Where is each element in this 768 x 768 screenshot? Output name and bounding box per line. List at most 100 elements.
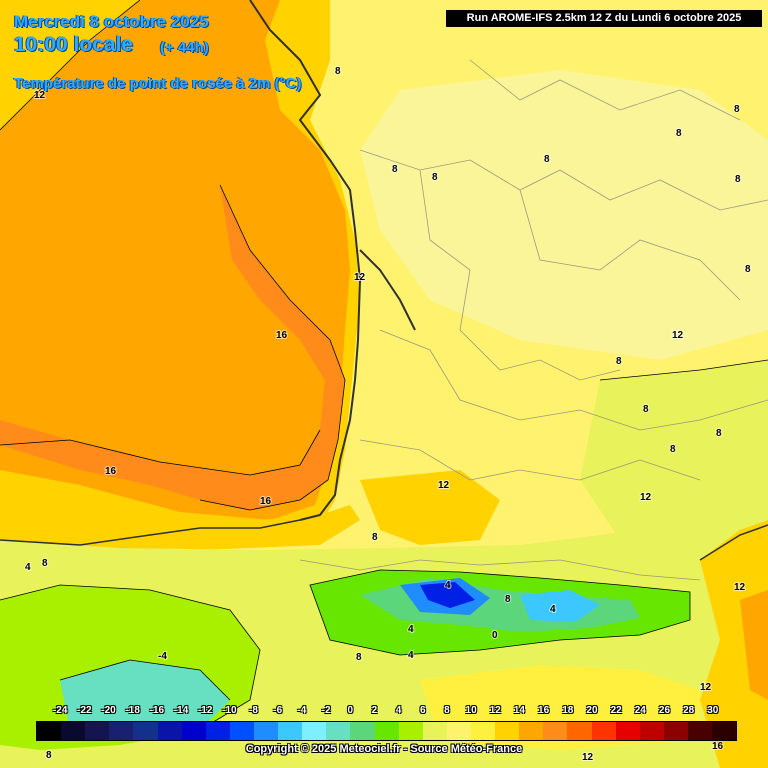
- legend-tick: -10: [222, 705, 237, 716]
- legend-tick: 22: [610, 705, 622, 716]
- contour-label: 4: [408, 650, 414, 661]
- contour-label: 4: [408, 624, 414, 635]
- contour-label: 8: [392, 164, 398, 175]
- legend-swatch: [615, 722, 640, 740]
- contour-label: 16: [260, 496, 272, 507]
- legend-swatch: [205, 722, 230, 740]
- run-info-banner: Run AROME-IFS 2.5km 12 Z du Lundi 6 octo…: [446, 10, 762, 27]
- contour-label: 8: [735, 174, 741, 185]
- legend-swatch: [591, 722, 616, 740]
- contour-label: 8: [676, 128, 682, 139]
- legend-swatch: [712, 722, 737, 740]
- contour-label: 12: [582, 752, 594, 763]
- legend-swatch: [85, 722, 110, 740]
- contour-label: 8: [616, 356, 622, 367]
- contour-label: 12: [34, 90, 46, 101]
- legend-tick: 10: [465, 705, 477, 716]
- legend-tick: 2: [371, 705, 378, 716]
- legend-tick: -20: [101, 705, 116, 716]
- legend-swatch: [663, 722, 688, 740]
- contour-label: 12: [640, 492, 652, 503]
- legend-swatch: [229, 722, 254, 740]
- contour-label: 8: [643, 404, 649, 415]
- contour-label-group: 12 8 8 8 8 8 8 8 12 16 16 16 12 8 8 4 8 …: [24, 65, 752, 764]
- field-patch-light: [360, 70, 768, 360]
- field-teal-sw: [60, 660, 230, 740]
- legend-tick: -4: [297, 705, 307, 716]
- legend-swatch: [446, 722, 471, 740]
- legend-swatch: [470, 722, 496, 740]
- legend-tick: -18: [125, 705, 140, 716]
- legend-swatch: [519, 722, 544, 740]
- legend-tick: 4: [395, 705, 402, 716]
- legend-tick-labels: -24 -22 -20 -18 -16 -14 -12 -10 -8 -6 -4 -2 0 2 4 6 8 10 1…: [0, 705, 768, 719]
- contour-label: 0: [492, 630, 498, 641]
- contour-label: 8: [745, 264, 751, 275]
- contour-label: 8: [505, 594, 511, 605]
- legend-tick: -22: [77, 705, 92, 716]
- contour-label: 12: [438, 480, 450, 491]
- contour-label: -4: [158, 651, 167, 662]
- contour-label: 12: [354, 272, 366, 283]
- legend-swatch: [37, 722, 62, 740]
- legend-swatch: [253, 722, 279, 740]
- contour-label: 4: [445, 580, 451, 591]
- legend-tick: 16: [538, 705, 550, 716]
- legend-tick: 6: [419, 705, 426, 716]
- legend-swatch: [109, 722, 134, 740]
- contour-label: 8: [335, 66, 341, 77]
- legend-swatch: [181, 722, 206, 740]
- legend-swatch: [350, 722, 375, 740]
- legend-swatch: [398, 722, 423, 740]
- parameter-title: Température de point de rosée à 2m (°C): [14, 75, 302, 92]
- legend-tick: -16: [149, 705, 165, 716]
- legend-swatch: [495, 722, 520, 740]
- legend-swatch: [157, 722, 182, 740]
- coastline-spain: [0, 519, 301, 546]
- legend-tick: 26: [658, 705, 671, 716]
- field-med-14: [740, 590, 768, 700]
- contour-label: 8: [372, 532, 378, 543]
- legend-swatch: [374, 722, 399, 740]
- legend-swatch: [278, 722, 303, 740]
- legend-tick: 30: [707, 705, 719, 716]
- field-south-coast-12: [0, 500, 360, 550]
- color-legend-bar: [36, 721, 737, 741]
- legend-tick: 24: [634, 705, 646, 716]
- legend-tick: 14: [513, 705, 525, 716]
- forecast-lead-time: (+ 44h): [160, 39, 209, 56]
- contour-label: 8: [46, 750, 52, 761]
- field-ocean-14: [0, 0, 350, 520]
- field-med-12: [700, 520, 768, 768]
- field-ocean-16: [0, 185, 345, 510]
- contour-label: 12: [734, 582, 746, 593]
- contour-label: 4: [25, 562, 31, 573]
- legend-tick: -2: [321, 705, 331, 716]
- field-pyrenees-cyan: [520, 590, 600, 622]
- legend-swatch: [302, 722, 327, 740]
- contour-label: 8: [716, 428, 722, 439]
- isolines: [0, 0, 768, 731]
- legend-swatch: [133, 722, 158, 740]
- contour-label: 16: [276, 330, 288, 341]
- legend-tick: 28: [683, 705, 695, 716]
- legend-tick: 12: [489, 705, 501, 716]
- contour-label: 16: [105, 466, 117, 477]
- legend-tick: 18: [562, 705, 574, 716]
- contour-label: 8: [734, 104, 740, 115]
- forecast-date: Mercredi 8 octobre 2025: [14, 12, 209, 31]
- legend-tick: -24: [52, 705, 68, 716]
- legend-swatch: [567, 722, 592, 740]
- gironde-estuary: [359, 249, 416, 331]
- forecast-local-time: 10:00 locale: [14, 33, 134, 56]
- coastline-med: [699, 524, 768, 561]
- legend-tick: -8: [249, 705, 258, 716]
- legend-swatch: [543, 722, 568, 740]
- contour-label: 8: [670, 444, 676, 455]
- legend-tick: -14: [173, 705, 189, 716]
- legend-tick: -12: [197, 705, 213, 716]
- field-pyrenees-darkblue: [420, 582, 475, 608]
- legend-swatch: [326, 722, 351, 740]
